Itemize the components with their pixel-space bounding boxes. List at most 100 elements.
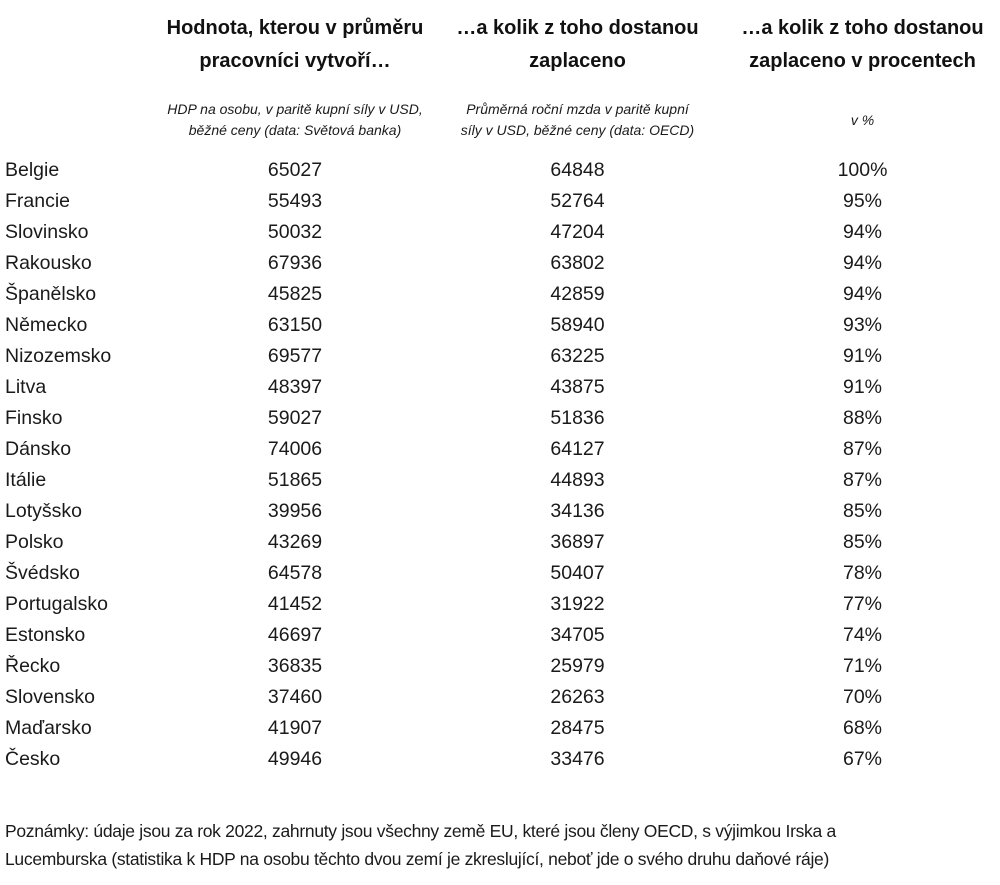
wage-value: 42859	[550, 283, 605, 305]
percent-value: 67%	[842, 748, 883, 770]
table-row: Portugalsko 41452 31922 77%	[0, 589, 1000, 620]
gdp-value: 37460	[267, 686, 323, 708]
percent-value: 85%	[842, 500, 883, 522]
percent-value: 91%	[842, 345, 883, 367]
table-body: Belgie 65027 64848 100% Francie 55493 52…	[0, 155, 1000, 775]
table-row: Slovinsko 50032 47204 94%	[0, 217, 1000, 248]
table-row: Lotyšsko 39956 34136 85%	[0, 496, 1000, 527]
gdp-value: 63150	[267, 314, 323, 336]
wage-value: 63802	[550, 252, 605, 274]
table-row: Litva 48397 43875 91%	[0, 372, 1000, 403]
column-header-wage-title-line2: zaplaceno	[529, 50, 626, 72]
wage-value: 47204	[550, 221, 605, 243]
percent-value: 74%	[842, 624, 883, 646]
column-header-wage-subtitle: Průměrná roční mzda v paritě kupní síly …	[430, 98, 725, 142]
column-header-percent-title-line2: zaplaceno v procentech	[749, 50, 976, 72]
wage-value: 36897	[550, 531, 605, 553]
gdp-value: 43269	[267, 531, 323, 553]
gdp-value: 41452	[267, 593, 323, 615]
percent-value: 70%	[842, 686, 883, 708]
notes-line2: Lucemburska (statistika k HDP na osobu t…	[5, 849, 830, 869]
country-name: Německo	[5, 314, 88, 336]
table-row: Slovensko 37460 26263 70%	[0, 682, 1000, 713]
table-row: Řecko 36835 25979 71%	[0, 651, 1000, 682]
column-header-gdp: Hodnota, kterou v průměru pracovníci vyt…	[160, 12, 430, 142]
country-name: Itálie	[5, 469, 47, 491]
percent-value: 95%	[842, 190, 883, 212]
country-name: Nizozemsko	[5, 345, 112, 367]
percent-value: 87%	[842, 469, 883, 491]
percent-value: 68%	[842, 717, 883, 739]
wage-value: 52764	[550, 190, 605, 212]
country-name: Portugalsko	[5, 593, 108, 615]
gdp-value: 64578	[267, 562, 323, 584]
country-name: Polsko	[5, 531, 64, 553]
country-name: Švédsko	[5, 562, 80, 584]
table-row: Švédsko 64578 50407 78%	[0, 558, 1000, 589]
wage-value: 34705	[550, 624, 605, 646]
gdp-value: 69577	[267, 345, 323, 367]
gdp-value: 67936	[267, 252, 323, 274]
country-name: Estonsko	[5, 624, 86, 646]
percent-value: 91%	[842, 376, 883, 398]
wage-value: 58940	[550, 314, 605, 336]
column-header-gdp-title: Hodnota, kterou v průměru pracovníci vyt…	[160, 12, 430, 78]
table-row: Estonsko 46697 34705 74%	[0, 620, 1000, 651]
table-row: Rakousko 67936 63802 94%	[0, 248, 1000, 279]
column-header-percent: …a kolik z toho dostanou zaplaceno v pro…	[725, 12, 1000, 142]
wage-value: 64127	[550, 438, 605, 460]
percent-value: 88%	[842, 407, 883, 429]
wage-value: 50407	[550, 562, 605, 584]
country-name: Česko	[5, 748, 61, 770]
notes-line1: Poznámky: údaje jsou za rok 2022, zahrnu…	[5, 821, 836, 841]
country-name: Belgie	[5, 159, 60, 181]
country-name: Dánsko	[5, 438, 72, 460]
column-header-wage: …a kolik z toho dostanou zaplaceno Průmě…	[430, 12, 725, 142]
wage-value: 44893	[550, 469, 605, 491]
table-row: Itálie 51865 44893 87%	[0, 465, 1000, 496]
column-header-wage-title-line1: …a kolik z toho dostanou	[456, 17, 699, 39]
column-header-gdp-title-line2: pracovníci vytvoří…	[199, 50, 391, 72]
table-row: Maďarsko 41907 28475 68%	[0, 713, 1000, 744]
column-header-gdp-subtitle-line2: běžné ceny (data: Světová banka)	[188, 122, 402, 138]
percent-value: 87%	[842, 438, 883, 460]
wage-value: 63225	[550, 345, 605, 367]
percent-value: 85%	[842, 531, 883, 553]
gdp-value: 59027	[267, 407, 323, 429]
table-row: Finsko 59027 51836 88%	[0, 403, 1000, 434]
column-header-percent-subtitle: v %	[725, 98, 1000, 142]
gdp-value: 36835	[267, 655, 323, 677]
column-header-percent-subtitle-line1: v %	[850, 111, 875, 128]
country-name: Francie	[5, 190, 71, 212]
country-name: Litva	[5, 376, 47, 398]
country-name: Rakousko	[5, 252, 92, 274]
table-row: Česko 49946 33476 67%	[0, 744, 1000, 775]
column-header-gdp-title-line1: Hodnota, kterou v průměru	[166, 17, 424, 39]
wage-value: 34136	[550, 500, 605, 522]
percent-value: 71%	[842, 655, 883, 677]
column-header-percent-title: …a kolik z toho dostanou zaplaceno v pro…	[725, 12, 1000, 78]
gdp-value: 51865	[267, 469, 323, 491]
table-row: Belgie 65027 64848 100%	[0, 155, 1000, 186]
country-name: Slovinsko	[5, 221, 89, 243]
wage-value: 64848	[550, 159, 605, 181]
table-row: Polsko 43269 36897 85%	[0, 527, 1000, 558]
gdp-value: 46697	[267, 624, 323, 646]
wage-value: 43875	[550, 376, 605, 398]
wage-value: 33476	[550, 748, 605, 770]
gdp-value: 74006	[267, 438, 323, 460]
gdp-value: 50032	[267, 221, 323, 243]
country-name: Maďarsko	[5, 717, 92, 739]
table-header: Hodnota, kterou v průměru pracovníci vyt…	[0, 0, 1000, 142]
gdp-value: 65027	[267, 159, 323, 181]
wage-value: 25979	[550, 655, 605, 677]
notes: Poznámky: údaje jsou za rok 2022, zahrnu…	[0, 817, 1000, 873]
percent-value: 94%	[842, 252, 883, 274]
country-name: Španělsko	[5, 283, 97, 305]
country-name: Finsko	[5, 407, 63, 429]
table-row: Francie 55493 52764 95%	[0, 186, 1000, 217]
column-header-gdp-subtitle: HDP na osobu, v paritě kupní síly v USD,…	[160, 98, 430, 142]
wage-value: 51836	[550, 407, 605, 429]
column-header-percent-title-line1: …a kolik z toho dostanou	[741, 17, 984, 39]
gdp-value: 41907	[267, 717, 323, 739]
